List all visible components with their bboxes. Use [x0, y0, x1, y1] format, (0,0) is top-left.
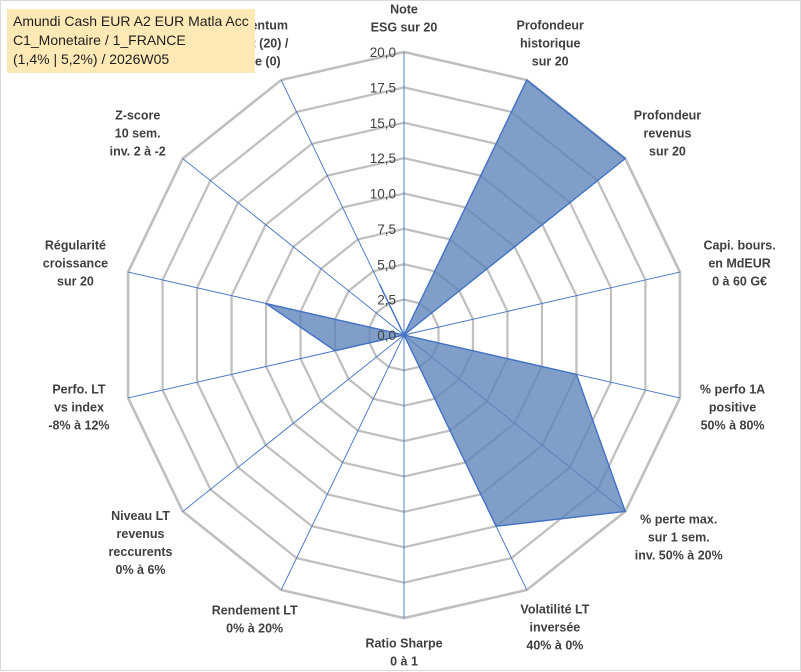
radial-tick-label: 20,0	[370, 45, 396, 60]
axis-label: Niveau LT revenus reccurents 0% à 6%	[109, 509, 173, 577]
axis-spoke	[403, 271, 681, 336]
chart-title-box: Amundi Cash EUR A2 EUR Matla Acc C1_Mone…	[7, 9, 255, 73]
series-area	[265, 78, 627, 527]
axis-label: Note ESG sur 20	[371, 3, 438, 35]
axis-category-labels: Note ESG sur 20 Profondeur historique sur 20…	[43, 3, 776, 669]
radial-tick-label: 5,0	[377, 257, 396, 272]
chart-title-line-3: (1,4% | 5,2%) / 2026W05	[13, 51, 170, 67]
axis-label: Perfo. LT vs index -8% à 12%	[48, 383, 109, 433]
chart-title-line-2: C1_Monetaire / 1_FRANCE	[13, 32, 186, 48]
chart-title-line-1: Amundi Cash EUR A2 EUR Matla Acc	[13, 13, 249, 29]
radial-tick-label: 7,5	[377, 222, 396, 237]
axis-label: Volatilité LT inversée 40% à 0%	[520, 602, 589, 652]
axis-spoke	[182, 334, 405, 512]
axis-spoke	[280, 334, 405, 591]
axis-label: Rendement LT 0% à 20%	[212, 603, 298, 635]
axis-spoke	[182, 158, 405, 336]
radial-tick-label: 12,5	[370, 151, 396, 166]
radial-tick-label: 15,0	[370, 116, 396, 131]
radial-tick-labels: 0,0 2,5 5,0 7,5 10,0 12,5 15,0 17,5 20,0	[370, 45, 396, 343]
axis-label: Ratio Sharpe 0 à 1	[365, 637, 442, 669]
radial-tick-label: 2,5	[377, 293, 396, 308]
radial-tick-label: 0,0	[377, 328, 396, 343]
radial-tick-label: 10,0	[370, 187, 396, 202]
axis-label: % perte max. sur 1 sem. inv. 50% à 20%	[635, 513, 723, 563]
axis-label: Régularité croissance sur 20	[43, 238, 108, 288]
axis-label: Profondeur historique sur 20	[517, 19, 584, 69]
radar-series	[265, 78, 627, 527]
axis-label: Profondeur revenus sur 20	[634, 108, 701, 158]
radial-tick-label: 17,5	[370, 80, 396, 95]
axis-label: % perfo 1A positive 50% à 80%	[700, 383, 765, 433]
axis-label: Z-score 10 sem. inv. 2 à -2	[110, 108, 166, 158]
axis-label: Capi. bours. en MdEUR 0 à 60 G€	[703, 238, 775, 288]
